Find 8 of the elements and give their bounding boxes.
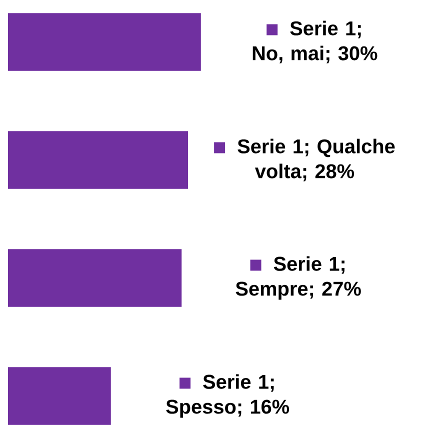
- data-label: Serie 1; Spesso; 16%: [166, 374, 290, 418]
- bar: [8, 367, 111, 425]
- data-label: Serie 1; No, mai; 30%: [252, 20, 378, 64]
- bar: [8, 131, 188, 189]
- data-label: Serie 1; Sempre; 27%: [236, 256, 361, 300]
- bar: [8, 249, 182, 307]
- bar: [8, 13, 201, 71]
- data-label: Serie 1; Qualche volta; 28%: [238, 138, 395, 182]
